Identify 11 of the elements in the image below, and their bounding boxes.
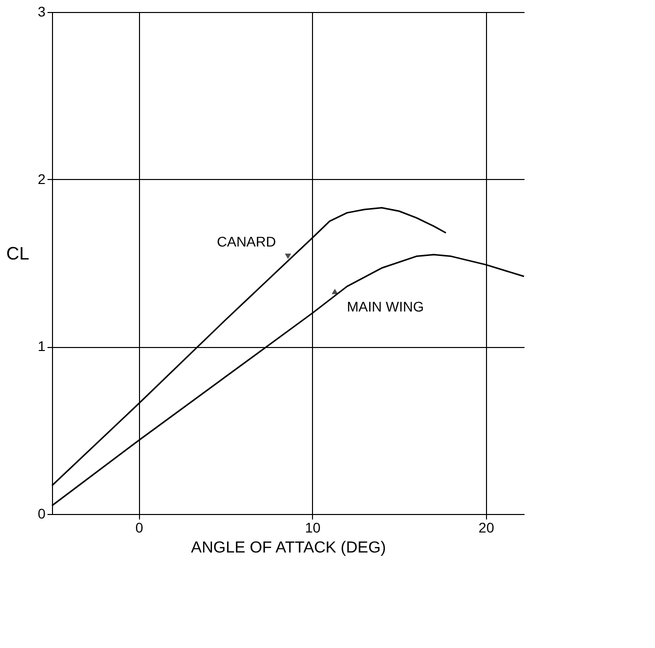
x-axis-title: ANGLE OF ATTACK (DEG) (191, 540, 386, 556)
x-tick-label: 10 (305, 520, 321, 536)
y-tick-label: 1 (38, 338, 46, 354)
y-tick-label: 0 (38, 506, 46, 522)
y-axis-title: CL (6, 244, 30, 264)
x-tick-label: 20 (478, 520, 494, 536)
annotation: MAIN WING (346, 298, 424, 314)
annotation: CANARD (216, 233, 276, 250)
y-tick-label: 2 (38, 170, 46, 187)
x-tick-label: 0 (135, 520, 144, 536)
y-tick-label: 3 (38, 4, 46, 20)
